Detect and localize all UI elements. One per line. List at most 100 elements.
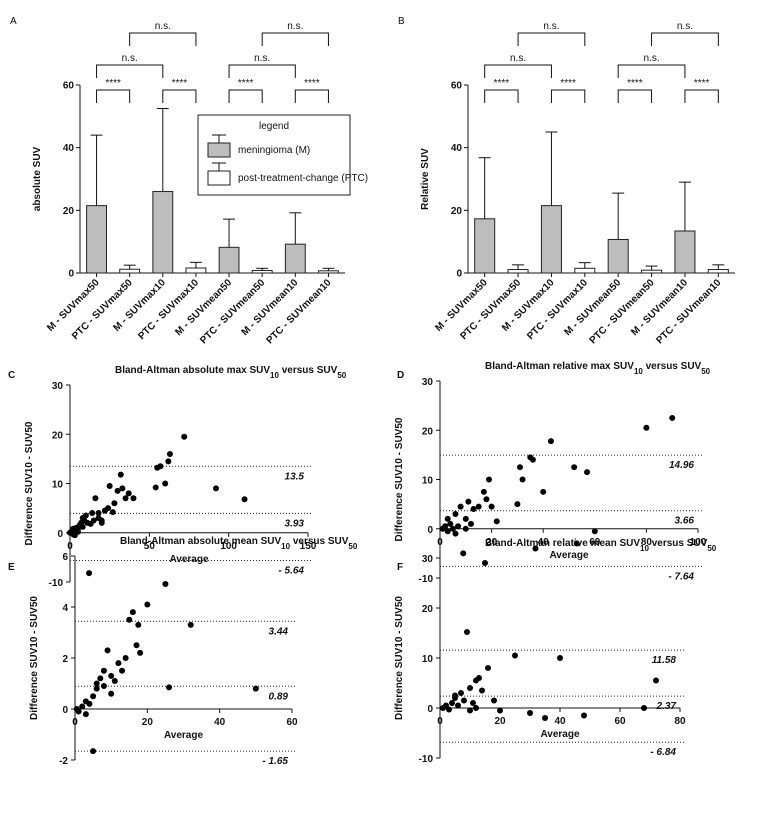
x-tick-label: M - SUVmean10 bbox=[629, 277, 690, 338]
point bbox=[133, 642, 140, 649]
y-tick-label: -10 bbox=[49, 578, 64, 589]
title-part: Bland-Altman relative mean SUV bbox=[485, 538, 640, 549]
x-tick-label: 60 bbox=[589, 537, 601, 548]
error-bar bbox=[712, 264, 725, 270]
y-tick-label: 2 bbox=[62, 654, 68, 665]
title-part: versus SUV bbox=[290, 536, 349, 547]
point bbox=[86, 570, 93, 577]
x-axis-label: Average bbox=[540, 729, 580, 740]
point bbox=[114, 487, 121, 494]
reference-label: - 6.84 bbox=[650, 747, 676, 758]
point bbox=[86, 700, 93, 707]
title-part: 10 bbox=[270, 371, 279, 380]
title-part: 50 bbox=[337, 371, 346, 380]
x-tick-label: 60 bbox=[614, 716, 626, 727]
bar bbox=[318, 270, 339, 274]
point bbox=[491, 697, 497, 704]
error-bar bbox=[512, 264, 525, 270]
y-tick-label: 10 bbox=[422, 654, 434, 665]
point bbox=[532, 545, 539, 552]
y-tick-label: 0 bbox=[57, 529, 63, 540]
y-tick-label: 30 bbox=[422, 554, 434, 565]
reference-label: 13.5 bbox=[285, 471, 305, 482]
point bbox=[166, 684, 173, 691]
significance-label: n.s. bbox=[677, 21, 693, 32]
error-bar bbox=[223, 218, 236, 248]
panel-label: A bbox=[10, 16, 17, 27]
point bbox=[241, 496, 248, 503]
significance-label: **** bbox=[694, 78, 710, 89]
significance-label: n.s. bbox=[122, 53, 138, 64]
y-tick-label: 10 bbox=[52, 480, 64, 491]
x-tick-label: M - SUVmean50 bbox=[562, 277, 623, 338]
x-tick-label: 40 bbox=[214, 717, 226, 728]
point bbox=[100, 667, 107, 674]
error-bar bbox=[678, 181, 691, 232]
error-bar bbox=[90, 134, 103, 206]
point bbox=[461, 697, 467, 704]
point bbox=[442, 523, 449, 530]
point bbox=[93, 680, 100, 687]
bar bbox=[218, 246, 240, 274]
error-bar bbox=[123, 264, 136, 270]
significance-bracket bbox=[96, 64, 164, 78]
point bbox=[129, 609, 136, 616]
y-tick-label: -2 bbox=[59, 756, 68, 767]
title-part: versus SUV bbox=[649, 538, 708, 549]
point bbox=[90, 693, 97, 700]
y-tick-label: 0 bbox=[427, 704, 433, 715]
point bbox=[130, 495, 137, 502]
y-tick-label: 20 bbox=[451, 206, 463, 217]
y-tick-label: 0 bbox=[456, 269, 462, 280]
point bbox=[444, 528, 451, 535]
x-axis-label: Average bbox=[164, 730, 204, 741]
y-tick-label: 0 bbox=[68, 269, 74, 280]
point bbox=[144, 601, 151, 608]
error-bar bbox=[645, 265, 658, 271]
point bbox=[516, 464, 523, 471]
x-tick-label: M - SUVmean50 bbox=[173, 277, 234, 338]
point bbox=[105, 505, 112, 512]
y-tick-label: 30 bbox=[422, 377, 434, 388]
point bbox=[470, 506, 477, 513]
significance-bracket bbox=[228, 64, 296, 78]
error-bar bbox=[156, 108, 169, 192]
point bbox=[79, 514, 86, 521]
x-tick-label: 100 bbox=[690, 537, 707, 548]
significance-label: n.s. bbox=[644, 53, 660, 64]
point bbox=[165, 458, 172, 465]
point bbox=[75, 708, 82, 715]
point bbox=[512, 652, 518, 659]
y-tick-label: -10 bbox=[419, 574, 434, 585]
legend-swatch bbox=[207, 142, 231, 158]
reference-label: 14.96 bbox=[669, 460, 694, 471]
significance-label: n.s. bbox=[510, 53, 526, 64]
significance-label: **** bbox=[172, 78, 188, 89]
point bbox=[109, 509, 116, 516]
point bbox=[119, 667, 126, 674]
point bbox=[166, 450, 173, 457]
point bbox=[493, 518, 500, 525]
point bbox=[464, 629, 470, 635]
title-part: 10 bbox=[634, 367, 643, 376]
x-tick-label: 100 bbox=[220, 541, 237, 552]
panel-label: C bbox=[8, 370, 15, 381]
y-tick-label: 30 bbox=[52, 381, 64, 392]
point bbox=[82, 711, 89, 718]
title-part: 50 bbox=[707, 544, 716, 553]
significance-bracket bbox=[651, 32, 719, 46]
significance-bracket bbox=[294, 89, 329, 103]
chart-title: Bland-Altman absolute max SUV10 versus S… bbox=[115, 365, 347, 380]
point bbox=[643, 424, 650, 431]
y-axis-label: Difference SUV10 - SUV50 bbox=[394, 596, 405, 720]
y-tick-label: 60 bbox=[451, 81, 463, 92]
point bbox=[181, 433, 188, 440]
significance-bracket bbox=[96, 89, 131, 103]
point bbox=[90, 517, 97, 524]
error-bar bbox=[478, 157, 491, 219]
point bbox=[460, 550, 467, 557]
title-part: Bland-Altman relative max SUV bbox=[485, 361, 634, 372]
title-part: versus SUV bbox=[643, 361, 702, 372]
point bbox=[557, 655, 563, 661]
bar bbox=[185, 267, 207, 274]
